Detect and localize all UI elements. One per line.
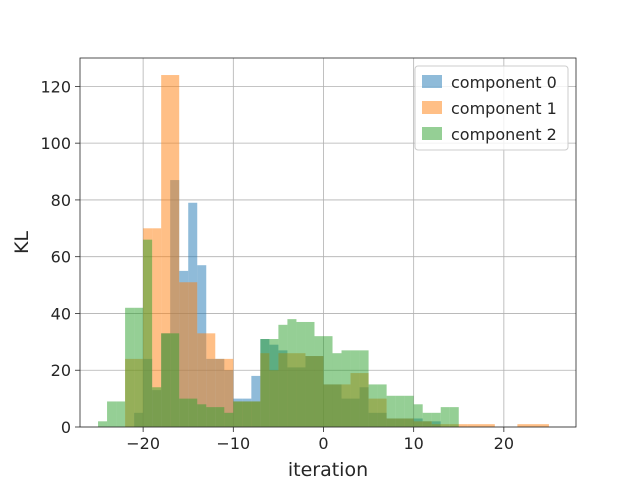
legend-box [414, 65, 569, 151]
histogram-bar [143, 239, 153, 427]
histogram-bar [440, 407, 450, 427]
y-tick-label: 0 [61, 418, 71, 437]
histogram-bar [224, 412, 234, 427]
histogram-bar [152, 228, 162, 427]
histogram-bar [517, 424, 549, 427]
histogram-bar [350, 350, 360, 427]
histogram-bar [395, 395, 405, 427]
histogram-bar [323, 336, 333, 427]
plot-frame [79, 57, 577, 428]
histogram-bar [179, 282, 189, 427]
histogram-bar [305, 321, 315, 427]
histogram-bar [467, 424, 495, 427]
legend-label: component 2 [451, 125, 557, 144]
histogram-bar [386, 395, 396, 427]
histogram-bar [188, 398, 198, 427]
y-tick-label: 60 [51, 248, 71, 267]
legend-swatch [422, 127, 442, 140]
x-tick-label: −10 [216, 434, 250, 453]
histogram-bar [152, 387, 162, 427]
histogram-bar [269, 339, 279, 427]
histogram-bar [377, 384, 387, 427]
histogram-bar [260, 339, 270, 427]
legend-swatch [422, 101, 442, 114]
legend-label: component 1 [451, 99, 557, 118]
x-axis-label: iteration [288, 459, 368, 480]
histogram-bar [98, 421, 108, 427]
y-tick-label: 120 [40, 77, 71, 96]
y-axis-label: KL [11, 231, 33, 254]
histogram-bar [251, 401, 261, 427]
x-tick-label: −20 [126, 434, 160, 453]
histogram-bar [332, 353, 342, 427]
histogram-bar [359, 350, 369, 427]
bars [98, 75, 549, 428]
histogram-bar [287, 319, 297, 427]
histogram-bar [431, 412, 441, 427]
histogram-bar [314, 336, 324, 427]
histogram-bar [116, 401, 126, 427]
legend: component 0 component 1 component 2 [414, 65, 569, 151]
y-tick-label: 40 [51, 304, 71, 323]
histogram-bar [107, 401, 117, 427]
histogram-bar [197, 333, 207, 427]
histogram-bar [125, 307, 135, 427]
legend-label: component 0 [451, 73, 557, 92]
histogram-bar [206, 333, 216, 427]
histogram-bar [179, 398, 189, 427]
axis-ticks: −20 −10 0 10 20 0 20 40 60 80 100 120 [40, 77, 514, 453]
x-tick-label: 10 [403, 434, 423, 453]
y-tick-label: 100 [40, 134, 71, 153]
histogram-bar [404, 395, 414, 427]
y-tick-label: 80 [51, 191, 71, 210]
histogram-bar [134, 307, 144, 427]
histogram-bar [368, 384, 378, 427]
series-2-bars [98, 239, 459, 427]
histogram-bar [242, 401, 252, 427]
histogram-bar [161, 333, 171, 427]
histogram-bar [197, 404, 207, 427]
histogram-bar [341, 350, 351, 427]
x-tick-label: 0 [318, 434, 328, 453]
histogram-bar [449, 407, 459, 427]
histogram-bar [188, 282, 198, 427]
histogram-bar [296, 321, 306, 427]
histogram-bar [422, 412, 432, 427]
histogram-bar [413, 404, 423, 427]
y-tick-label: 20 [51, 361, 71, 380]
histogram-bar [215, 407, 225, 427]
histogram-bar [170, 333, 180, 427]
x-tick-label: 20 [494, 434, 514, 453]
legend-swatch [422, 75, 442, 88]
histogram-bar [206, 407, 216, 427]
histogram-bar [233, 401, 243, 427]
histogram-bar [278, 324, 288, 427]
